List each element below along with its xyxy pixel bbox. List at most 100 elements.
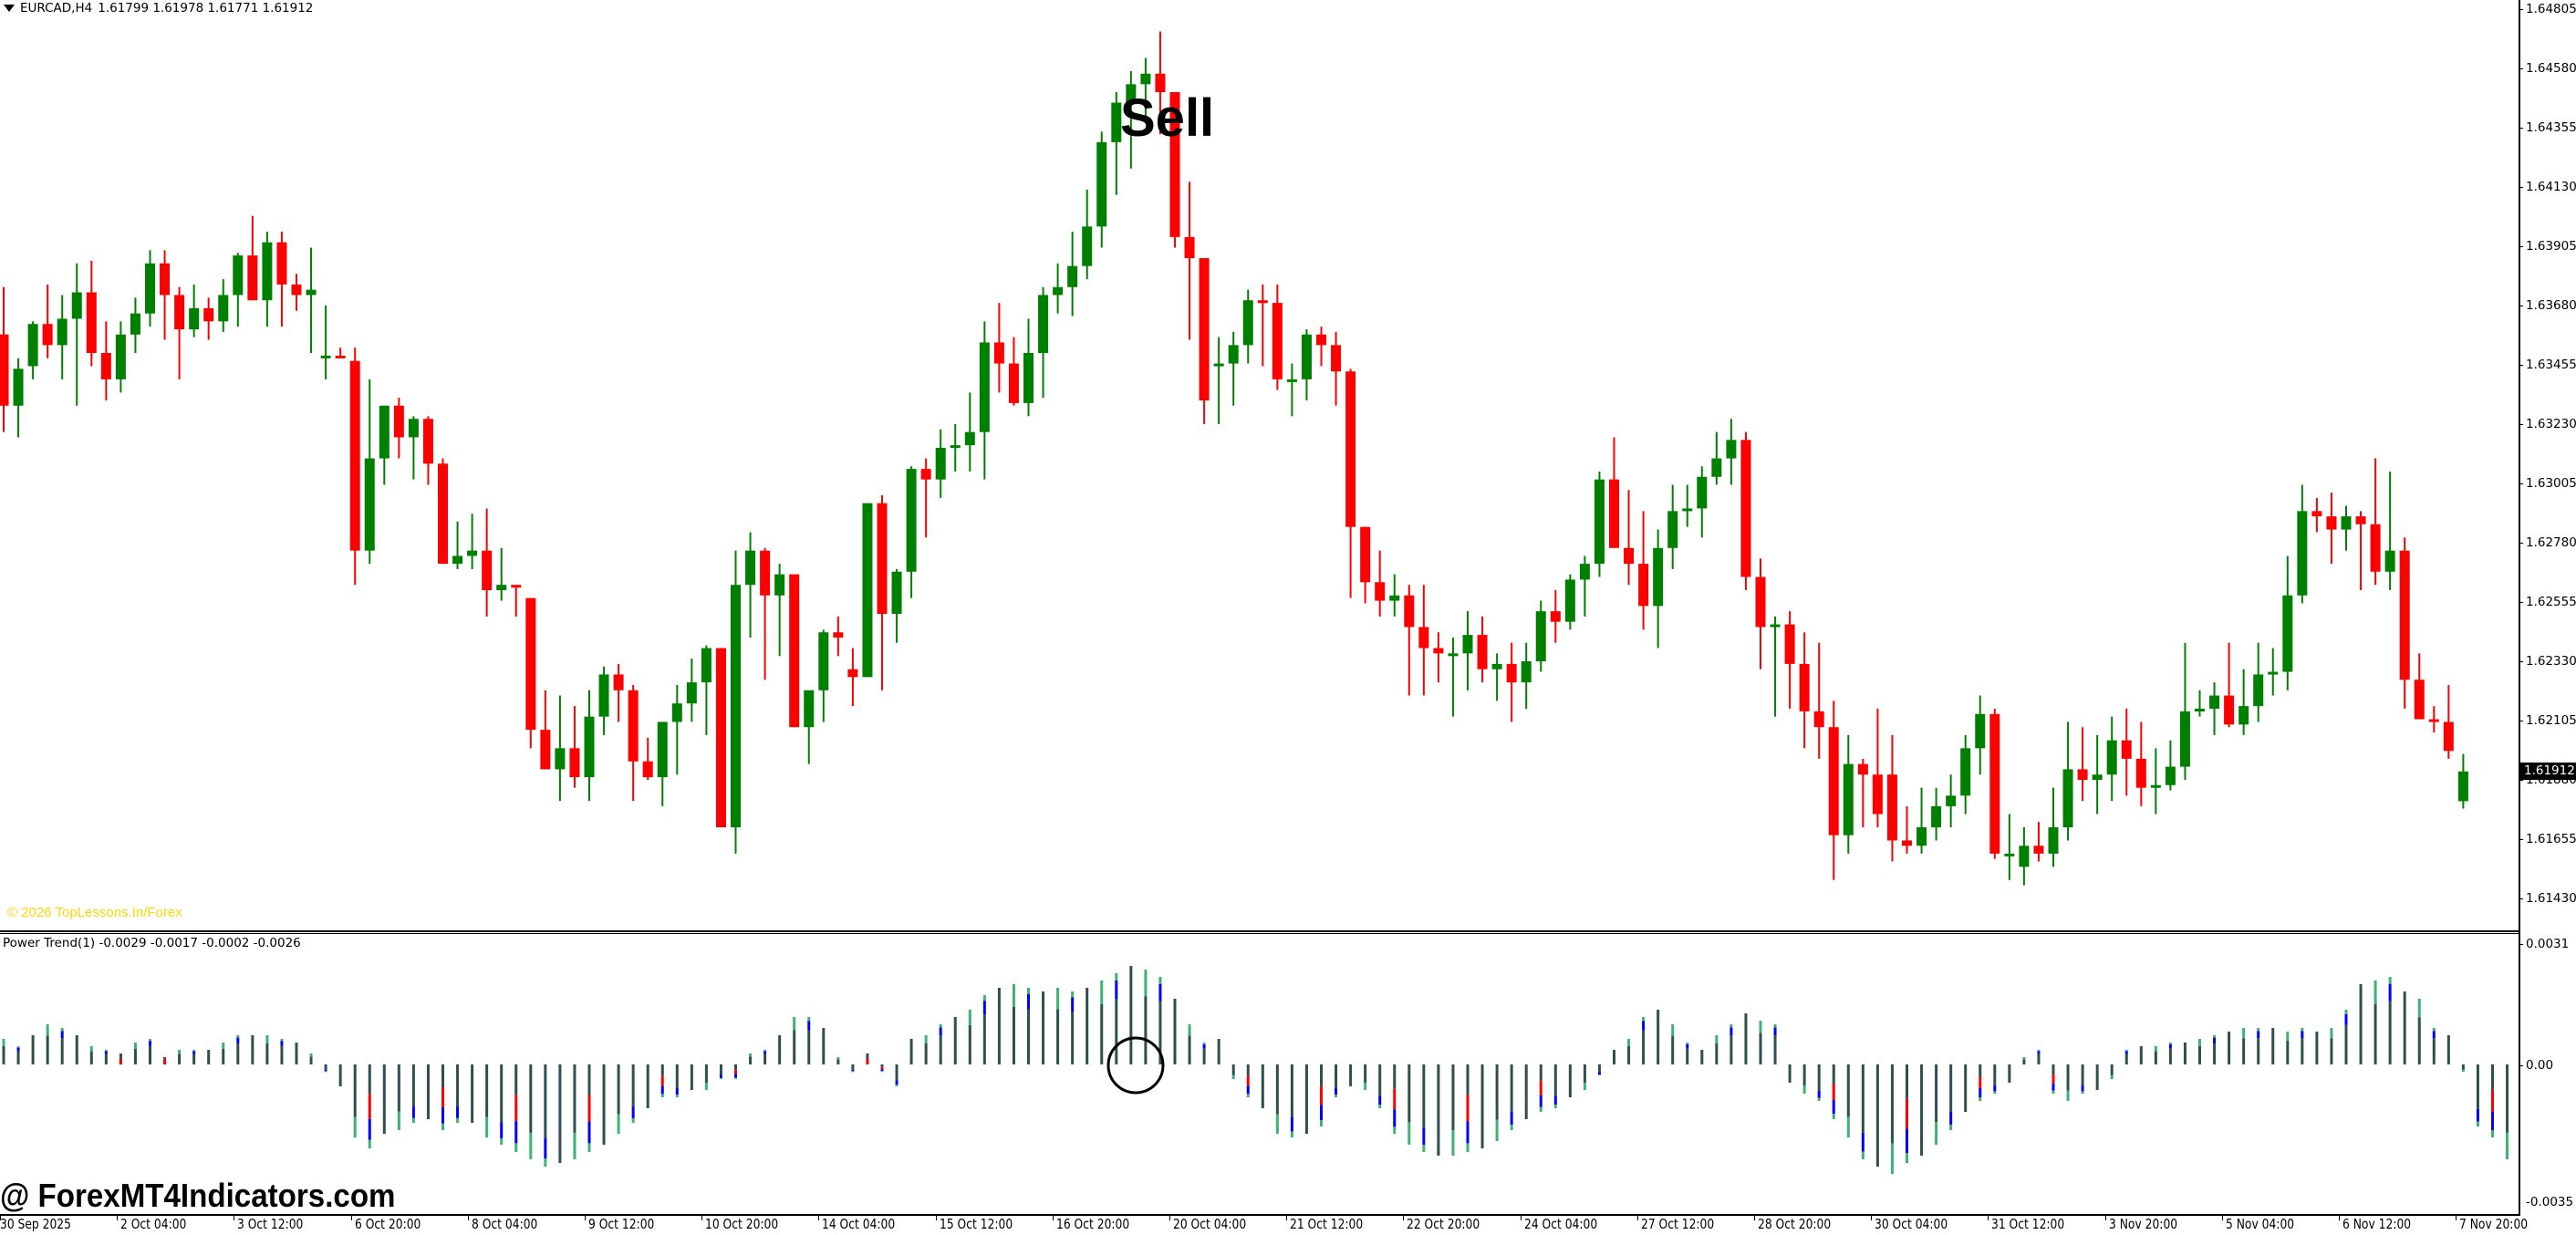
candle [393, 398, 404, 459]
price-axis-line [2519, 0, 2520, 1216]
price-axis-label: 1.63680 [2526, 298, 2576, 313]
histogram-bar [953, 1017, 957, 1064]
candle [1096, 131, 1107, 248]
candle [1564, 574, 1575, 630]
candle [71, 263, 82, 406]
histogram-bar [1466, 1064, 1470, 1152]
histogram-bar [2008, 1064, 2011, 1083]
histogram-bar [1144, 970, 1148, 1064]
axis-tick [2519, 780, 2523, 781]
collapse-triangle-icon[interactable] [4, 5, 15, 12]
candle [2297, 484, 2308, 604]
histogram-bar [602, 1064, 606, 1145]
candle [1448, 638, 1459, 717]
histogram-bar [895, 1064, 898, 1086]
candle [2106, 716, 2117, 802]
histogram-bar [1715, 1035, 1719, 1064]
histogram-bar [1042, 991, 1045, 1064]
axis-tick [1286, 1216, 1288, 1220]
candle [218, 279, 229, 332]
candle [306, 247, 317, 354]
histogram-bar [1759, 1021, 1762, 1064]
price-axis-label: 1.64355 [2526, 120, 2576, 135]
candle [1140, 57, 1151, 117]
candle [145, 250, 155, 327]
axis-tick [2456, 1216, 2457, 1220]
histogram-bar [2330, 1028, 2333, 1064]
candle [115, 321, 126, 393]
price-axis-label: 1.63005 [2526, 476, 2576, 491]
candle [189, 284, 200, 337]
histogram-bar [617, 1064, 620, 1134]
panel-separator-inner [0, 933, 2520, 934]
histogram-bar [2022, 1057, 2026, 1064]
histogram-bar [2491, 1064, 2494, 1137]
candle [291, 274, 302, 311]
candle [203, 297, 214, 340]
candle [27, 321, 38, 379]
histogram-bar [1422, 1064, 1426, 1152]
time-axis-line [0, 1214, 2520, 1216]
histogram-bar [2257, 1028, 2260, 1064]
time-axis-label: 8 Oct 04:00 [471, 1216, 538, 1232]
power-trend-histogram [2, 966, 2509, 1174]
histogram-bar [2139, 1046, 2143, 1064]
candle [1609, 437, 1619, 548]
candle [2384, 472, 2395, 591]
time-axis-label: 7 Nov 20:00 [2459, 1216, 2529, 1232]
histogram-bar [1246, 1064, 1250, 1097]
time-axis-label: 20 Oct 04:00 [1173, 1216, 1247, 1232]
candle [1624, 490, 1635, 586]
histogram-bar [133, 1043, 137, 1064]
candle [2238, 669, 2249, 735]
histogram-bar [1480, 1064, 1484, 1148]
candle [671, 685, 682, 775]
candle [1462, 611, 1473, 690]
axis-tick [1403, 1216, 1405, 1220]
histogram-bar [1510, 1064, 1513, 1130]
histogram-bar [1597, 1064, 1601, 1076]
candle [950, 424, 961, 472]
current-price-marker: 1.61912 [2520, 763, 2576, 780]
candle [715, 648, 726, 828]
candle [1477, 616, 1488, 683]
candle [335, 348, 346, 358]
candle [174, 286, 185, 379]
histogram-bar [822, 1028, 826, 1064]
candle [2326, 493, 2337, 565]
histogram-bar [1304, 1064, 1308, 1134]
candle [964, 392, 975, 472]
candle [2414, 653, 2425, 720]
histogram-bar [1920, 1064, 1924, 1156]
axis-tick [1169, 1216, 1170, 1220]
candle [1872, 709, 1883, 828]
candle [1902, 805, 1912, 854]
candle [2282, 555, 2293, 690]
histogram-bar [1173, 999, 1177, 1064]
histogram-bar [529, 1064, 533, 1159]
candlestick-series [0, 31, 2468, 886]
candle [774, 564, 785, 657]
candle [496, 547, 507, 601]
histogram-bar [1657, 1010, 1660, 1064]
candle [13, 358, 24, 438]
candle [891, 568, 902, 643]
candle [511, 585, 522, 617]
indicator-panel[interactable] [0, 934, 2519, 1213]
watermark-text: @ ForexMT4Indicators.com [0, 1177, 396, 1214]
candle [1242, 289, 1253, 364]
histogram-bar [46, 1024, 49, 1064]
axis-tick [1871, 1216, 1873, 1220]
histogram-bar [514, 1064, 518, 1152]
histogram-bar [295, 1043, 298, 1064]
panel-separator[interactable] [0, 930, 2520, 932]
histogram-bar [2213, 1035, 2217, 1064]
price-axis-label: 1.62780 [2526, 535, 2576, 550]
histogram-bar [587, 1064, 591, 1152]
histogram-bar [411, 1064, 415, 1123]
price-chart-panel[interactable] [0, 0, 2519, 930]
histogram-bar [1642, 1017, 1646, 1064]
candle [935, 429, 946, 498]
histogram-bar [646, 1064, 649, 1108]
time-axis-label: 3 Oct 12:00 [237, 1216, 304, 1232]
